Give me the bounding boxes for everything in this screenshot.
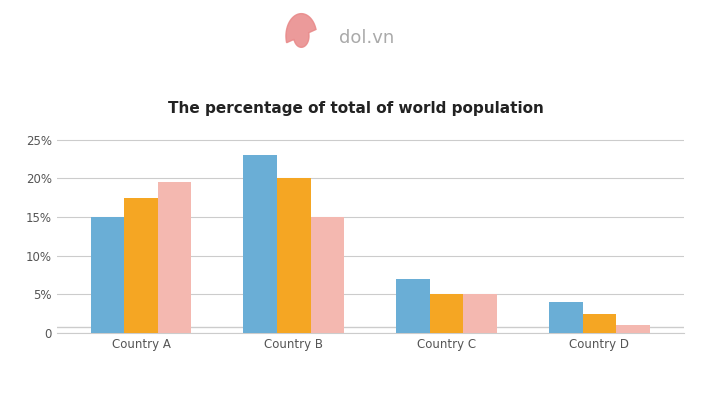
Bar	[310, 217, 345, 333]
Bar	[90, 217, 124, 333]
Bar	[158, 182, 192, 333]
Legend: 1950, 2002, 2050: 1950, 2002, 2050	[273, 397, 467, 401]
Bar	[617, 325, 650, 333]
Bar	[396, 279, 430, 333]
Polygon shape	[286, 14, 316, 47]
Bar	[430, 294, 464, 333]
Text: dol.vn: dol.vn	[339, 29, 394, 47]
Bar	[244, 155, 277, 333]
Bar	[582, 314, 617, 333]
Bar	[277, 178, 310, 333]
Bar	[549, 302, 582, 333]
Bar	[124, 198, 158, 333]
Text: The percentage of total of world population: The percentage of total of world populat…	[168, 101, 544, 116]
Bar	[464, 294, 497, 333]
